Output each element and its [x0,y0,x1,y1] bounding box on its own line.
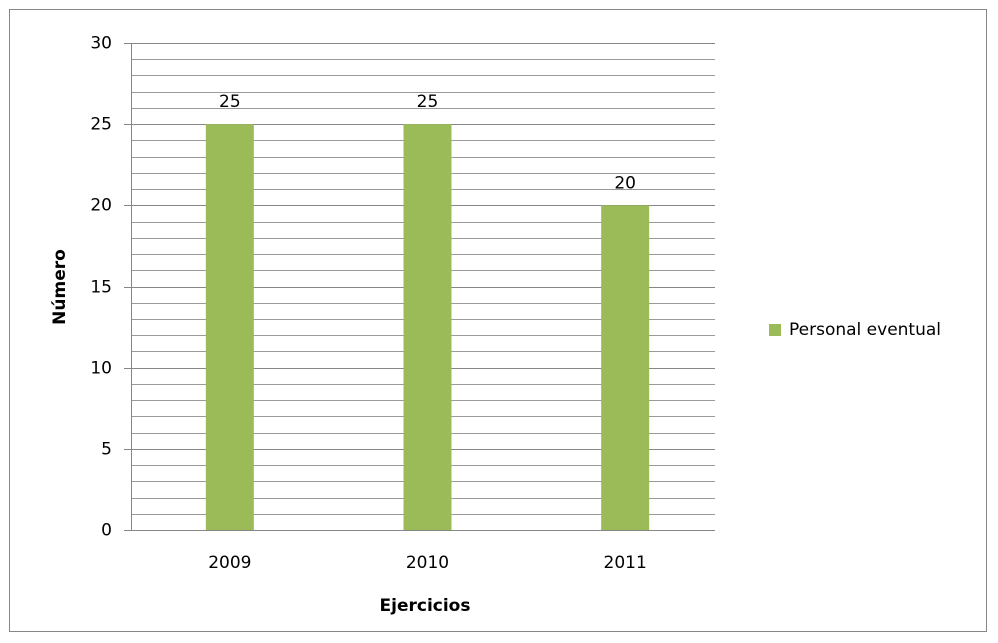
data-label: 25 [417,92,439,112]
bar [205,124,254,531]
y-tick-label: 5 [101,440,112,460]
legend-label: Personal eventual [789,320,941,340]
data-label: 25 [219,92,241,112]
y-tick-label: 30 [90,34,112,54]
x-tick-label: 2009 [208,553,251,573]
data-label: 20 [614,173,636,193]
y-tick-label: 25 [90,115,112,135]
x-tick-label: 2011 [604,553,647,573]
y-axis-title: Número [50,249,70,325]
y-tick-label: 15 [90,278,112,298]
y-tick-label: 20 [90,196,112,216]
bar [601,205,650,531]
bar [403,124,452,531]
x-tick-label: 2010 [406,553,449,573]
y-tick-label: 0 [101,521,112,541]
x-axis-title: Ejercicios [380,596,471,616]
legend-swatch [769,324,781,336]
y-tick-label: 10 [90,359,112,379]
chart-frame [9,9,987,632]
